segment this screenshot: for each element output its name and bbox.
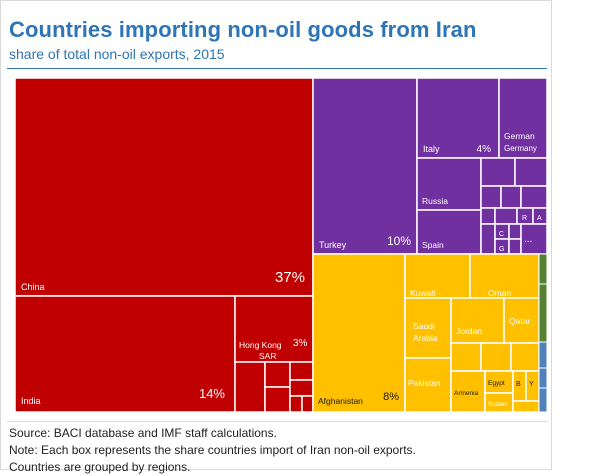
group-east-asia xyxy=(15,78,314,412)
grouping-note: Countries are grouped by regions. xyxy=(9,460,191,474)
tile-china xyxy=(15,78,314,297)
tile-oman xyxy=(469,253,540,299)
tile-blue-2 xyxy=(538,367,547,389)
tile-red-small-3 xyxy=(264,386,291,412)
label-pakistan: Pakistan xyxy=(408,378,441,388)
label-egypt: Egypt xyxy=(488,380,505,387)
treemap: China 37% India 14% Hong Kong SAR 3% Tur… xyxy=(15,78,547,412)
tile-red-small-2 xyxy=(264,361,291,388)
tile-gold-s4 xyxy=(512,400,540,412)
tile-red-small-5 xyxy=(289,379,314,397)
label-arabia: Arabia xyxy=(413,333,438,343)
source-note: Source: BACI database and IMF staff calc… xyxy=(9,426,277,440)
label-saudi: Saudi xyxy=(413,321,435,331)
label-india-pct: 14% xyxy=(199,386,225,401)
label-r: R xyxy=(522,215,527,222)
label-c: C xyxy=(499,231,504,238)
tile-afghanistan xyxy=(312,253,406,412)
label-armenia: Armenia xyxy=(454,390,479,397)
tile-armenia xyxy=(450,370,486,412)
tile-jordan xyxy=(450,297,505,344)
label-turkey-pct: 10% xyxy=(387,234,411,248)
tile-purple-s10 xyxy=(508,238,522,255)
tile-blue-3 xyxy=(538,387,547,412)
tile-purple-s7 xyxy=(494,207,518,225)
label-russia: Russia xyxy=(422,196,448,206)
tile-india xyxy=(15,295,236,412)
label-jordan: Jordan xyxy=(456,326,482,336)
chart-frame: Countries importing non-oil goods from I… xyxy=(0,0,552,474)
tile-gold-s1 xyxy=(450,342,482,372)
tile-blue-1 xyxy=(538,341,547,369)
label-china: China xyxy=(21,282,45,292)
label-china-pct: 37% xyxy=(275,269,305,286)
tile-green-2 xyxy=(538,283,547,343)
label-afghanistan-pct: 8% xyxy=(383,391,399,403)
label-italy-pct: 4% xyxy=(477,144,492,155)
tile-purple-s4 xyxy=(500,185,522,209)
tile-purple-s9 xyxy=(508,223,522,240)
label-afghanistan: Afghanistan xyxy=(318,396,363,406)
chart-notes: Source: BACI database and IMF staff calc… xyxy=(9,425,416,476)
group-mena xyxy=(312,253,540,412)
tile-purple-rest xyxy=(520,223,547,255)
tile-labels-dark: Afghanistan 8% Kuwait Oman Saudi Arabia … xyxy=(318,288,534,408)
label-sudan: Sudan xyxy=(488,401,507,408)
label-hong-kong-pct: 3% xyxy=(293,338,308,349)
tile-germany xyxy=(498,78,547,159)
label-qatar: Qatar xyxy=(509,316,530,326)
label-turkey: Turkey xyxy=(319,240,347,250)
tile-purple-s5 xyxy=(520,185,547,209)
group-other xyxy=(538,253,547,412)
label-hong-kong: Hong Kong xyxy=(239,340,282,350)
tile-red-small-7 xyxy=(301,395,314,412)
label-a: A xyxy=(537,215,542,222)
label-y: Y xyxy=(529,381,534,388)
label-spain: Spain xyxy=(422,240,444,250)
tile-red-small-1 xyxy=(234,361,266,412)
chart-title: Countries importing non-oil goods from I… xyxy=(9,17,477,42)
tile-purple-s1 xyxy=(480,157,516,187)
notes-separator xyxy=(7,421,547,422)
tile-purple-s6 xyxy=(480,207,496,225)
tile-purple-s2 xyxy=(514,157,547,187)
chart-subtitle: share of total non-oil exports, 2015 xyxy=(9,46,225,62)
title-rule xyxy=(7,68,547,69)
label-kuwait: Kuwait xyxy=(410,288,436,298)
tile-purple-s8 xyxy=(480,223,496,255)
tile-italy xyxy=(416,78,500,159)
label-b: B xyxy=(516,381,521,388)
group-europe xyxy=(312,78,547,255)
label-german: German xyxy=(504,131,535,141)
label-germany: Germany xyxy=(504,144,537,153)
label-dots: ... xyxy=(524,234,532,245)
tile-turkey xyxy=(312,78,418,255)
label-g: G xyxy=(499,246,504,253)
tile-gold-s2 xyxy=(480,342,512,372)
tile-purple-s3 xyxy=(480,185,502,209)
tile-red-small-4 xyxy=(289,361,314,381)
label-india: India xyxy=(21,396,41,406)
tile-hong-kong xyxy=(234,295,314,363)
tile-pakistan xyxy=(404,357,452,412)
explanation-note: Note: Each box represents the share coun… xyxy=(9,443,416,457)
tile-labels: China 37% India 14% Hong Kong SAR 3% Tur… xyxy=(21,131,542,406)
tile-gold-s3 xyxy=(510,342,540,372)
label-hong-kong-sar: SAR xyxy=(259,351,276,361)
tile-green-1 xyxy=(538,253,547,285)
label-oman: Oman xyxy=(488,288,511,298)
tile-russia xyxy=(416,157,482,211)
label-italy: Italy xyxy=(423,144,440,154)
tile-red-small-6 xyxy=(289,395,303,412)
